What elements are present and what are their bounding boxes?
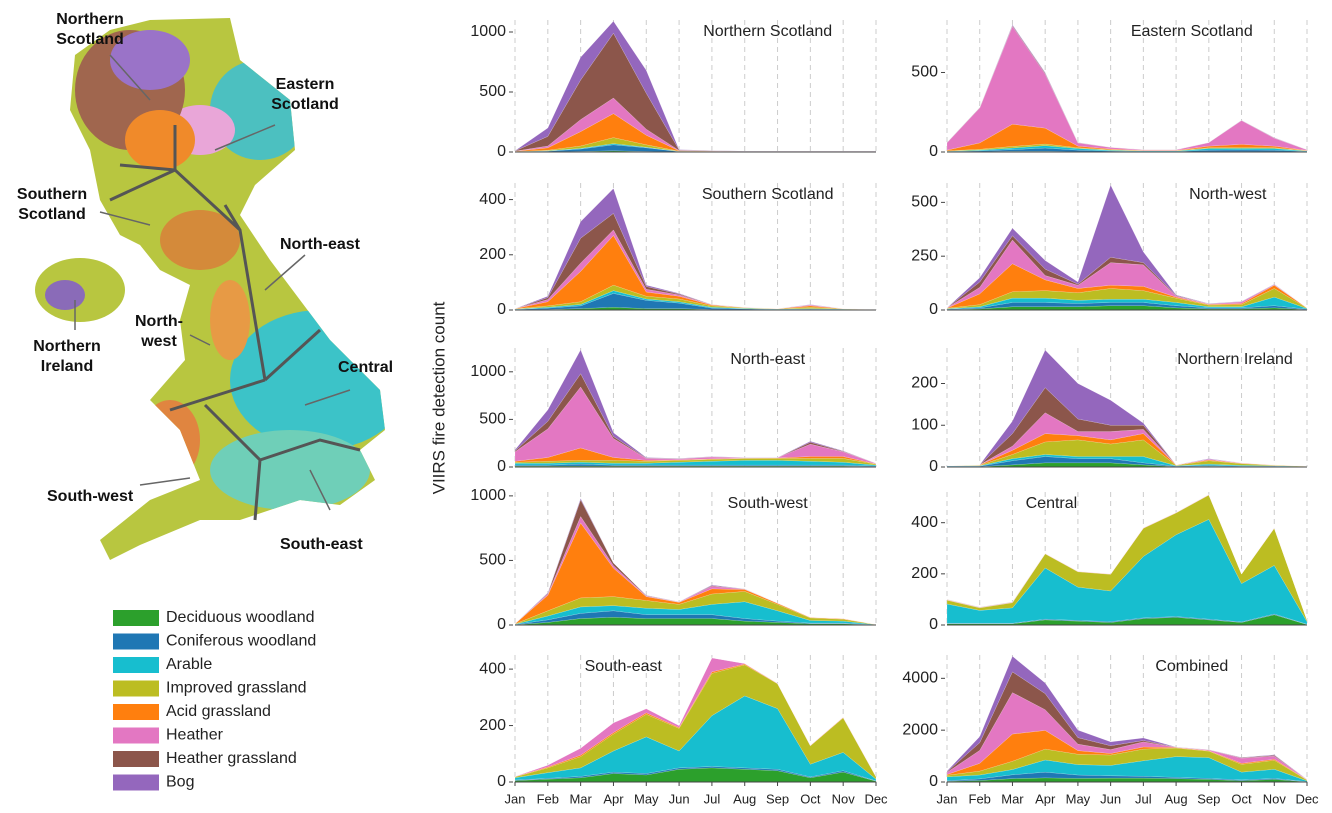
y-tick-label: 200 [479,246,506,263]
y-tick-label: 0 [929,616,938,633]
y-tick-label: 200 [911,565,938,582]
map-patch [210,430,370,510]
x-tick-label: Jul [704,791,721,806]
x-tick-label: Jan [937,791,958,806]
y-tick-label: 500 [479,552,506,569]
map-label: Eastern Scotland [255,75,355,115]
x-tick-label: Aug [733,791,756,806]
y-tick-label: 0 [497,773,506,790]
chart-title: Central [1026,495,1078,512]
y-tick-label: 250 [911,247,938,264]
y-tick-label: 1000 [470,23,506,40]
y-tick-label: 500 [479,83,506,100]
x-tick-label: Aug [1165,791,1188,806]
chart-title: Combined [1155,658,1228,675]
y-tick-label: 400 [479,660,506,677]
y-tick-label: 0 [929,458,938,475]
y-tick-label: 500 [479,411,506,428]
map-label: South-east [280,535,363,555]
legend-label: Coniferous woodland [166,633,316,650]
legend-label: Acid grassland [166,703,271,720]
x-tick-label: Jul [1135,791,1152,806]
map-label: Central [338,358,393,378]
map-label: Northern Scotland [40,10,140,50]
chart-title: Northern Ireland [1177,351,1293,368]
chart-title: Eastern Scotland [1131,23,1253,40]
y-tick-label: 1000 [470,487,506,504]
map-label: Southern Scotland [2,185,102,225]
x-tick-label: Jan [505,791,526,806]
y-tick-label: 400 [911,514,938,531]
chart: 05001000Northern Scotland0500Eastern Sco… [0,0,1332,813]
x-tick-label: Dec [1295,791,1319,806]
y-tick-label: 500 [911,64,938,81]
x-tick-label: May [634,791,659,806]
map-patch [210,280,250,360]
x-tick-label: Apr [603,791,624,806]
x-tick-label: Feb [969,791,991,806]
y-tick-label: 500 [911,194,938,211]
legend-swatch [113,634,159,650]
y-tick-label: 2000 [902,721,938,738]
y-tick-label: 1000 [470,363,506,380]
legend-swatch [113,610,159,626]
figure: 05001000Northern Scotland0500Eastern Sco… [0,0,1332,813]
y-tick-label: 200 [911,375,938,392]
legend-swatch [113,775,159,791]
y-tick-label: 0 [497,616,506,633]
y-tick-label: 0 [929,143,938,160]
map-label: Northern Ireland [17,337,117,377]
x-tick-label: Mar [569,791,592,806]
chart-title: Southern Scotland [702,186,834,203]
map-label: North-east [280,235,360,255]
x-tick-label: Sep [766,791,789,806]
chart-title: South-west [728,495,809,512]
y-tick-label: 400 [479,191,506,208]
map-patch [125,110,195,170]
y-tick-label: 100 [911,416,938,433]
y-tick-label: 200 [479,717,506,734]
x-tick-label: Jun [1100,791,1121,806]
legend-label: Improved grassland [166,680,307,697]
legend-label: Bog [166,774,194,791]
x-tick-label: Apr [1035,791,1056,806]
y-tick-label: 0 [929,773,938,790]
x-tick-label: Nov [832,791,856,806]
x-tick-label: Jun [669,791,690,806]
chart-title: North-west [1189,186,1267,203]
map-patch [140,400,200,480]
legend-label: Arable [166,656,212,673]
y-tick-label: 0 [497,301,506,318]
map-label: South-west [47,487,133,507]
y-tick-label: 0 [497,143,506,160]
legend-swatch [113,657,159,673]
x-tick-label: Nov [1263,791,1287,806]
y-tick-label: 4000 [902,670,938,687]
x-tick-label: Sep [1197,791,1220,806]
x-tick-label: May [1066,791,1091,806]
map-label: North-west [128,312,190,352]
legend-label: Heather [166,727,224,744]
legend-swatch [113,681,159,697]
x-tick-label: Oct [800,791,821,806]
x-tick-label: Feb [537,791,559,806]
chart-title: North-east [730,351,805,368]
legend-label: Heather grassland [166,750,297,767]
map-patch [45,280,85,310]
x-tick-label: Mar [1001,791,1024,806]
x-tick-label: Dec [864,791,888,806]
y-axis-label: VIIRS fire detection count [429,301,448,494]
y-tick-label: 0 [497,458,506,475]
chart-title: South-east [585,658,663,675]
legend-swatch [113,728,159,744]
legend-swatch [113,704,159,720]
legend-label: Deciduous woodland [166,609,315,626]
x-tick-label: Oct [1231,791,1252,806]
chart-title: Northern Scotland [703,23,832,40]
y-tick-label: 0 [929,301,938,318]
legend-swatch [113,751,159,767]
